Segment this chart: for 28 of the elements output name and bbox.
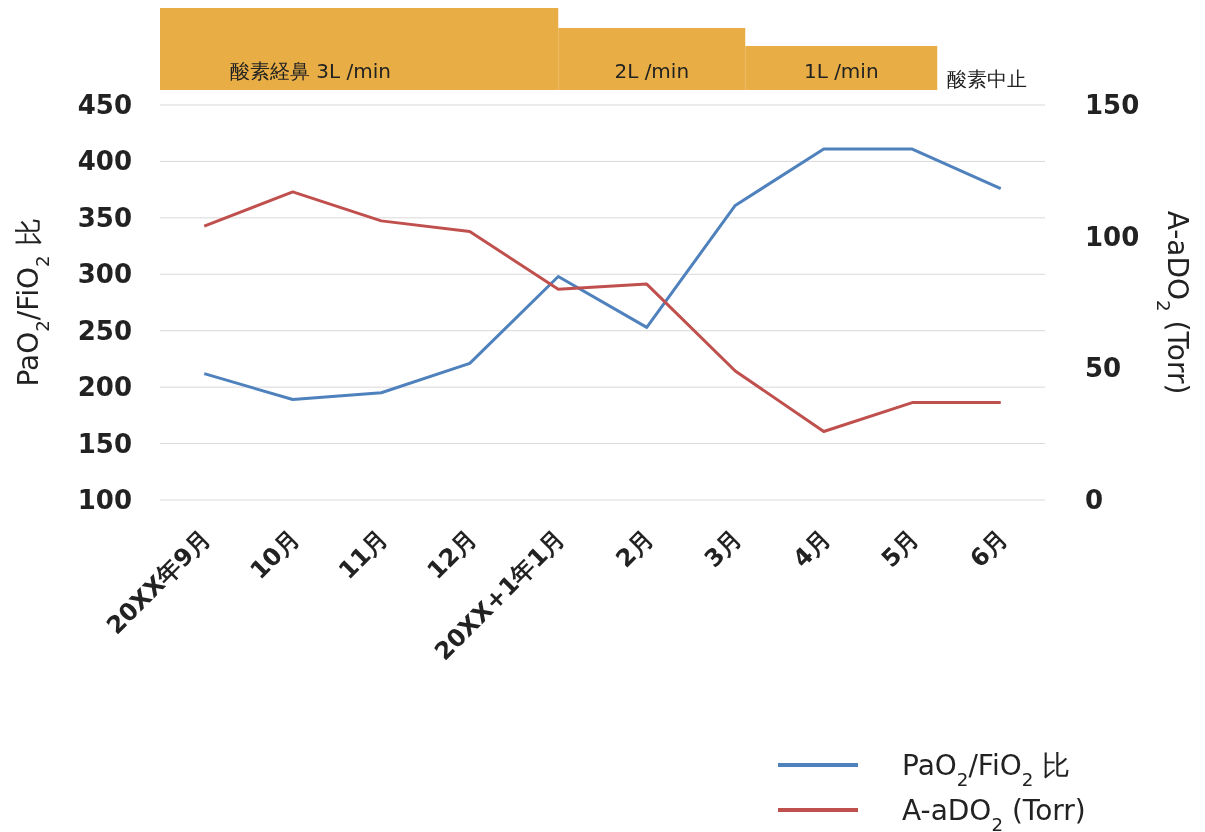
text: 1L /min xyxy=(803,59,879,83)
y-tick-label: 150 xyxy=(77,428,132,459)
y2-tick-label: 50 xyxy=(1085,353,1122,384)
x-tick-label: 3月 xyxy=(698,524,748,574)
line-series xyxy=(202,190,1003,434)
y2-tick-label: 150 xyxy=(1085,90,1140,120)
line-series xyxy=(202,147,1003,402)
y-tick-label: 200 xyxy=(77,372,132,403)
x-tick-label: 2月 xyxy=(610,524,659,574)
y-tick-label: 400 xyxy=(77,146,132,177)
y-tick-label: 350 xyxy=(77,202,132,233)
legend-label: PaO$_{2}$/FiO$_{2}$ 比 xyxy=(902,749,1071,790)
text: 酸素中止 xyxy=(947,67,1028,91)
x-tick-label: 5月 xyxy=(875,524,925,574)
legend-label: A-aDO$_{2}$ (Torr) xyxy=(902,794,1086,832)
y-tick-label: 100 xyxy=(77,485,132,515)
text: 2L /min xyxy=(614,59,690,83)
y-tick-label: 250 xyxy=(77,315,132,346)
y-tick-label: 300 xyxy=(77,259,132,290)
x-tick-label: 12月 xyxy=(421,524,482,585)
x-tick-label: 4月 xyxy=(787,524,836,574)
text: 酸素経鼻 3L /min xyxy=(230,59,392,83)
x-tick-label: 11月 xyxy=(333,524,394,585)
y2-tick-label: 100 xyxy=(1085,221,1140,252)
y-tick-label: 450 xyxy=(77,90,132,120)
x-tick-label: 6月 xyxy=(964,524,1013,574)
x-tick-label: 10月 xyxy=(244,524,305,585)
y2-tick-label: 0 xyxy=(1085,485,1104,515)
